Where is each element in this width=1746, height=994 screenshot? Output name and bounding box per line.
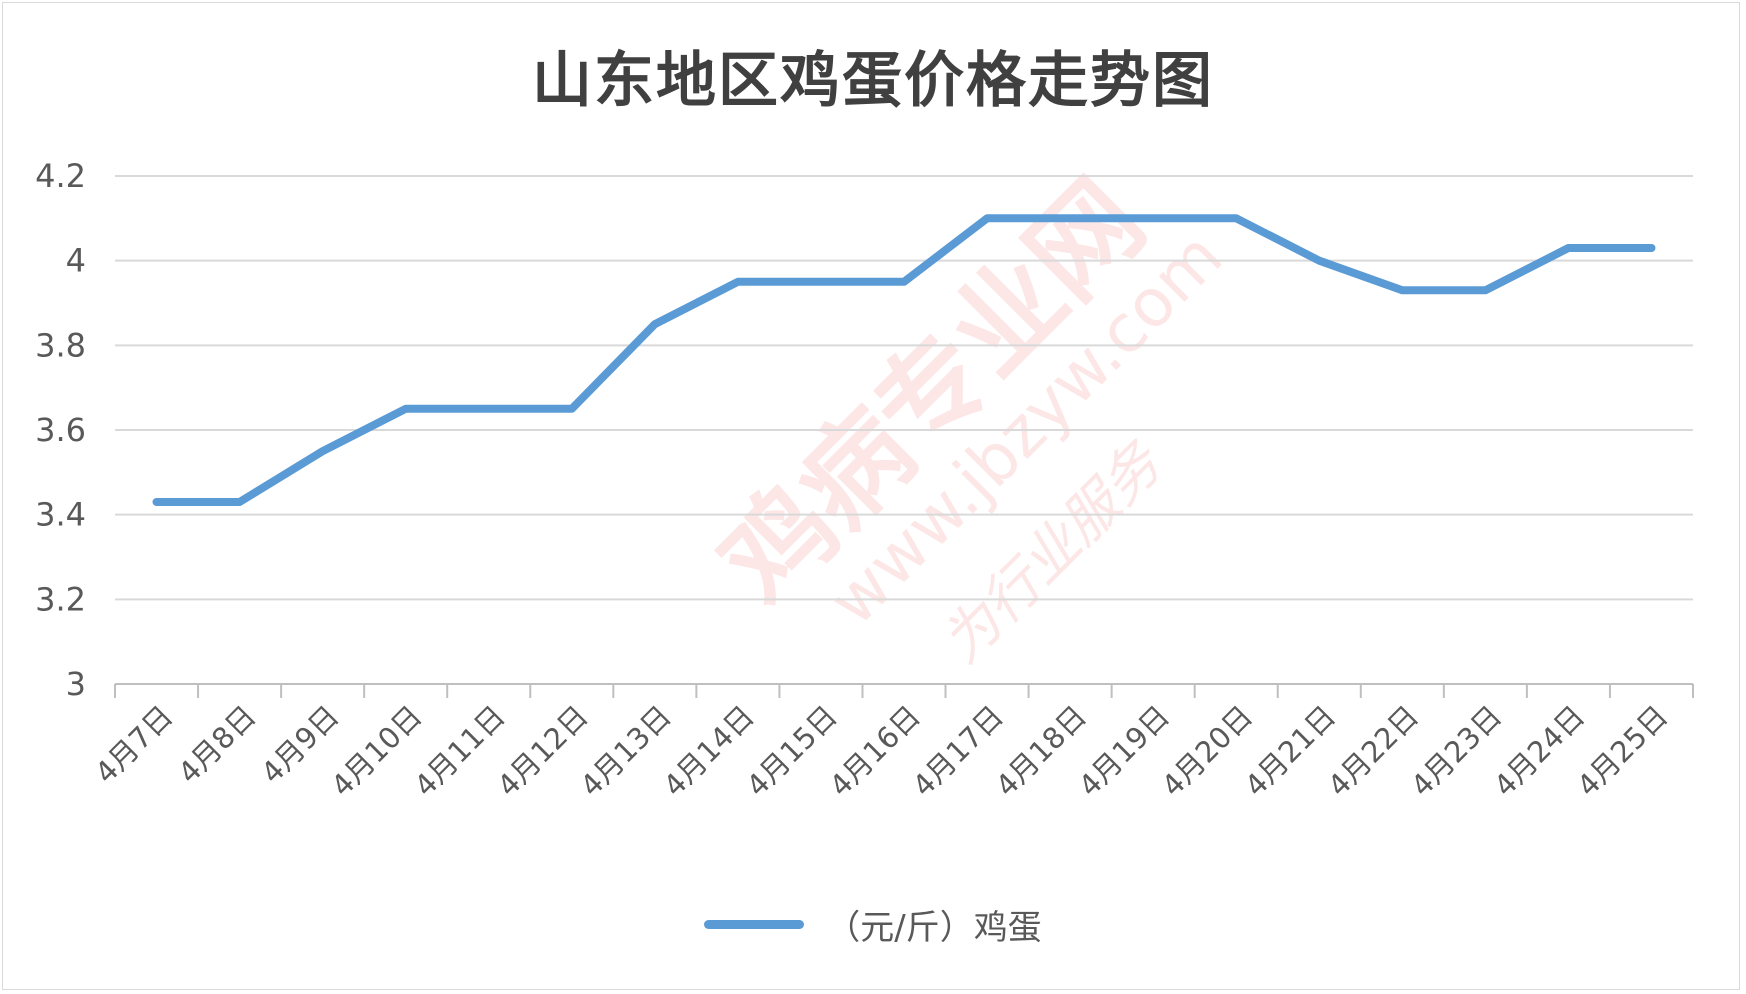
x-tick-label: 4月19日 — [1072, 699, 1176, 803]
x-tick-label: 4月12日 — [491, 699, 595, 803]
y-tick-label: 3.8 — [35, 326, 86, 364]
legend-swatch — [704, 920, 805, 929]
data-point — [1398, 286, 1406, 294]
legend: （元/斤）鸡蛋 — [0, 900, 1746, 949]
x-tick-label: 4月8日 — [171, 699, 262, 790]
y-tick-label: 3.4 — [35, 496, 86, 534]
x-tick-label: 4月13日 — [574, 699, 678, 803]
data-point — [402, 405, 410, 413]
x-axis-ticks: 4月7日4月8日4月9日4月10日4月11日4月12日4月13日4月14日4月1… — [88, 699, 1674, 803]
y-tick-label: 4.2 — [35, 157, 86, 195]
data-point — [485, 405, 493, 413]
x-tick-label: 4月20日 — [1155, 699, 1259, 803]
x-tick-label: 4月10日 — [324, 699, 428, 803]
data-point — [983, 214, 991, 222]
legend-label: （元/斤）鸡蛋 — [826, 908, 1042, 948]
data-point — [1481, 286, 1489, 294]
y-tick-label: 4 — [66, 242, 86, 280]
series-line — [152, 214, 1656, 506]
x-tick-label: 4月18日 — [989, 699, 1093, 803]
x-tick-label: 4月15日 — [740, 699, 844, 803]
data-point — [651, 320, 659, 328]
x-tick-label: 4月11日 — [407, 699, 511, 803]
y-tick-label: 3 — [66, 665, 86, 703]
y-tick-label: 3.2 — [35, 580, 86, 618]
gridlines — [115, 175, 1693, 601]
data-point — [734, 278, 742, 286]
series-group — [152, 214, 1656, 506]
x-tick-label: 4月24日 — [1487, 699, 1591, 803]
x-tick-label: 4月25日 — [1570, 699, 1674, 803]
x-axis — [114, 683, 1694, 698]
chart-title: 山东地区鸡蛋价格走势图 — [532, 46, 1214, 116]
data-point — [817, 278, 825, 286]
data-point — [900, 278, 908, 286]
x-tick-label: 4月7日 — [88, 699, 179, 790]
data-point — [1149, 214, 1157, 222]
data-point — [1232, 214, 1240, 222]
data-point — [236, 498, 244, 506]
data-point — [1315, 257, 1323, 265]
data-point — [319, 447, 327, 455]
y-axis-ticks: 3 3.2 3.4 3.6 3.8 4 4.2 — [35, 157, 86, 703]
data-point — [1564, 244, 1572, 252]
x-tick-label: 4月22日 — [1321, 699, 1425, 803]
x-tick-label: 4月16日 — [823, 699, 927, 803]
x-tick-label: 4月21日 — [1238, 699, 1342, 803]
data-point — [1066, 214, 1074, 222]
x-tick-label: 4月23日 — [1404, 699, 1508, 803]
x-tick-label: 4月14日 — [657, 699, 761, 803]
x-tick-label: 4月17日 — [906, 699, 1010, 803]
y-tick-label: 3.6 — [35, 411, 86, 449]
data-point — [1647, 244, 1655, 252]
data-point — [153, 498, 161, 506]
data-point — [568, 405, 576, 413]
